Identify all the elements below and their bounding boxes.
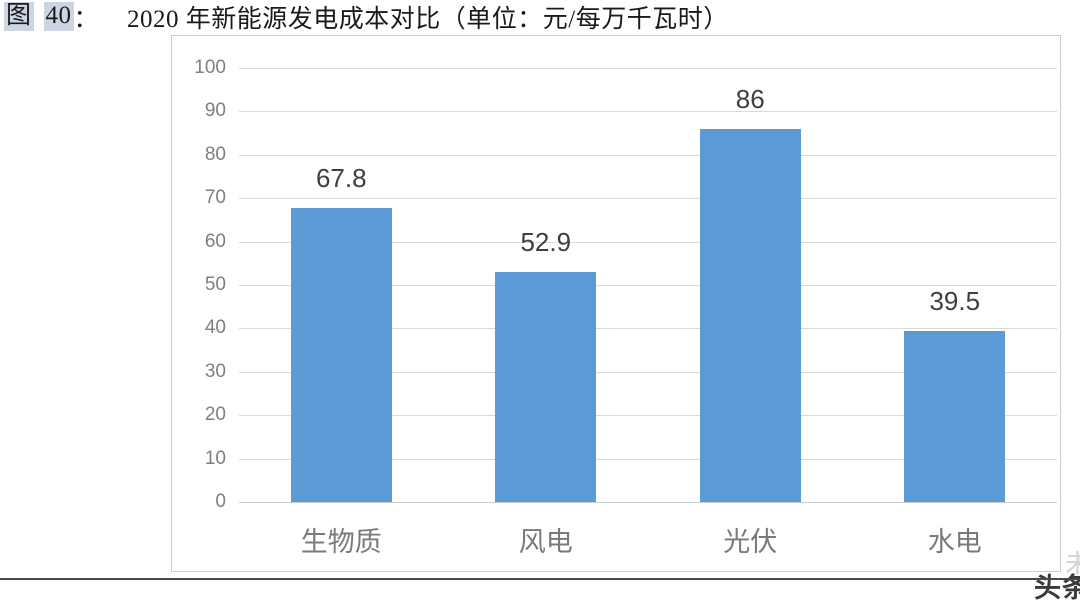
gridline-30 [239, 371, 1057, 373]
bar-水电[interactable] [904, 330, 1006, 502]
bar-生物质[interactable] [290, 207, 392, 502]
gridline-60 [239, 241, 1057, 243]
gridline-80 [239, 154, 1057, 156]
gridline-40 [239, 328, 1057, 330]
y-axis-tick-label: 10 [204, 447, 226, 469]
bar-风电[interactable] [495, 272, 597, 502]
gridline-70 [239, 198, 1057, 200]
caption-figure-number: 40 [43, 2, 74, 31]
x-axis-category-label: 水电 [927, 527, 982, 557]
caption-colon: ： [73, 5, 100, 33]
y-axis-tick-label: 40 [204, 317, 226, 339]
bar-value-label: 86 [735, 83, 765, 114]
page-bottom-rule [0, 578, 1080, 580]
x-axis-category-label: 光伏 [723, 527, 778, 557]
x-axis-category-label: 风电 [518, 527, 573, 557]
bar-value-label: 39.5 [929, 285, 981, 316]
watermark-dark: 头条 @未来智库 [1034, 573, 1080, 603]
caption-figure-word: 图 [4, 2, 34, 31]
gridline-100 [239, 68, 1057, 69]
y-axis-tick-label: 60 [204, 230, 226, 252]
gridline-0 [239, 502, 1057, 503]
y-axis-tick-label: 90 [204, 100, 226, 122]
bar-光伏[interactable] [699, 128, 801, 502]
gridline-50 [239, 285, 1057, 286]
caption-title-text: 2020 年新能源发电成本对比（单位：元/每万千瓦时） [127, 5, 729, 33]
bar-value-label: 52.9 [520, 227, 572, 258]
gridline-20 [239, 415, 1057, 417]
y-axis-tick-label: 30 [204, 360, 226, 382]
cat-face-icon [1079, 554, 1080, 562]
figure-caption: 图 40 ： 2020 年新能源发电成本对比（单位：元/每万千瓦时） [0, 0, 1080, 33]
x-axis-category-label: 生物质 [300, 527, 382, 557]
chart-container: 0 10 20 30 40 50 60 70 80 90 100 67.8 52.9 86 39.5 生物… [171, 35, 1080, 603]
y-axis-tick-label: 50 [204, 274, 226, 295]
gridline-90 [239, 111, 1057, 113]
y-axis-tick-label: 0 [215, 491, 226, 512]
y-axis-tick-label: 80 [204, 143, 226, 165]
y-axis-tick-label: 100 [194, 57, 226, 78]
y-axis-tick-label: 70 [204, 187, 226, 209]
chart-plot-area: 0 10 20 30 40 50 60 70 80 90 100 67.8 52.9 86 39.5 生物… [194, 57, 1057, 557]
watermark-light: 未来智库 [1065, 550, 1080, 578]
gridline-10 [239, 458, 1057, 460]
bar-value-label: 67.8 [315, 162, 367, 193]
y-axis-tick-label: 20 [204, 404, 226, 426]
